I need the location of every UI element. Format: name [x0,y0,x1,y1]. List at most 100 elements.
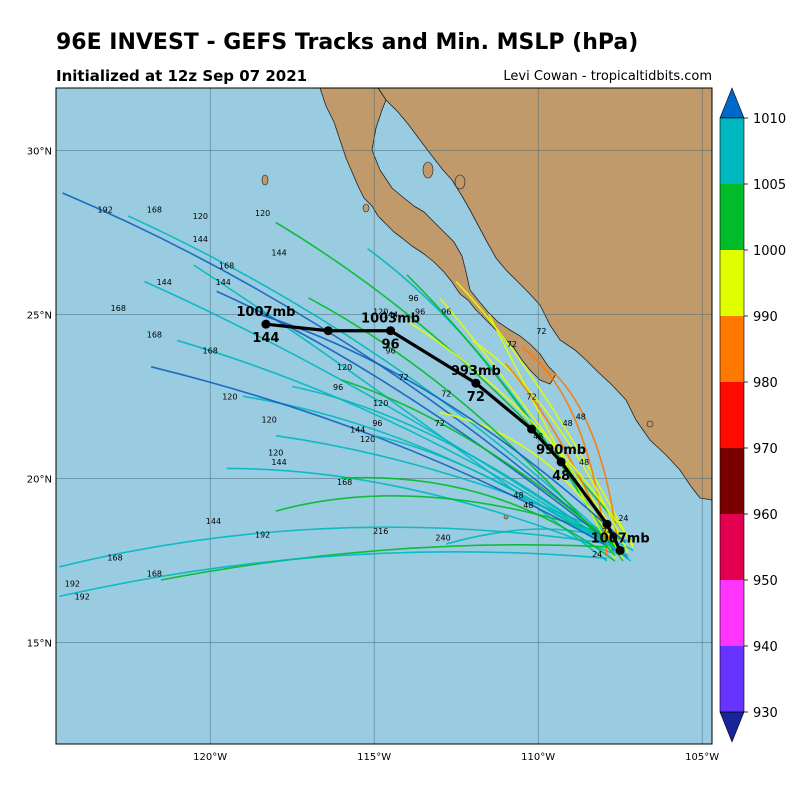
forecast-hour-label: 216 [373,527,388,536]
ensemble-member-track [488,313,616,559]
forecast-hour-label: 144 [350,425,365,434]
lon-tick-label: 115°W [357,752,391,763]
lon-tick-label: 110°W [521,752,555,763]
colorbar: 1010 1005 1000 990 980 970 960 950 940 930 [719,87,786,743]
forecast-hour-label: 24 [592,550,602,559]
forecast-hour-label: 192 [255,530,270,539]
credit-text: Levi Cowan - tropicaltidbits.com [503,69,712,84]
ensemble-member-track [59,551,608,598]
colorbar-tick-label: 970 [753,442,778,457]
colorbar-tick-label: 1010 [753,112,786,127]
lat-tick-label: 15°N [27,638,52,649]
mean-pressure-label: 1007mb [236,305,295,320]
mean-track-point [615,545,625,555]
colorbar-tick-label: 960 [753,508,778,523]
colorbar-tick-label: 1000 [753,244,786,259]
forecast-hour-label: 120 [262,416,277,425]
lat-tick-label: 25°N [27,310,52,321]
colorbar-segment [720,382,744,448]
ensemble-member-track [553,372,619,543]
colorbar-segment [720,514,744,580]
forecast-hour-label: 72 [435,419,445,428]
forecast-hour-label: 96 [441,307,451,316]
ensemble-member-track [144,280,629,557]
colorbar-segment [720,448,744,514]
mean-track-point [261,319,271,329]
ensemble-member-track [259,313,626,544]
forecast-hour-label: 168 [337,478,352,487]
ensemble-member-track [275,495,624,541]
mean-track-point [602,519,612,529]
forecast-hour-label: 96 [333,383,343,392]
mean-hour-label: 96 [382,338,400,353]
forecast-hour-label: 120 [193,212,208,221]
ensemble-member-track [127,215,619,549]
colorbar-segment [720,184,744,250]
forecast-hour-label: 144 [271,248,286,257]
forecast-hour-label: 144 [206,517,221,526]
forecast-hour-label: 96 [408,294,418,303]
colorbar-tick-label: 980 [753,376,778,391]
mean-pressure-label: 990mb [536,443,586,458]
forecast-hour-label: 24 [618,514,628,523]
lat-tick-label: 30°N [27,146,52,157]
ensemble-member-track [160,543,626,581]
colorbar-bottom-arrow [719,711,745,743]
forecast-hour-label: 48 [523,501,533,510]
forecast-hour-label: 168 [147,570,162,579]
chart-title: 96E INVEST - GEFS Tracks and Min. MSLP (… [56,30,639,55]
forecast-hour-label: 48 [576,412,586,421]
forecast-hour-label: 120 [373,399,388,408]
mean-track-point [323,326,333,336]
mean-pressure-label: 1003mb [361,312,420,327]
land-layer [261,88,712,520]
map-frame [55,87,713,745]
ensemble-member-track [439,411,624,559]
colorbar-top-arrow [719,87,745,119]
ensemble-member-track [291,385,632,562]
baja-peninsula [319,88,557,385]
forecast-hour-label: 192 [65,580,80,589]
forecast-hour-label: 48 [563,419,573,428]
forecast-hour-label: 120 [360,435,375,444]
colorbar-segment [720,580,744,646]
colorbar-segment [720,316,744,382]
mean-track-point [527,424,537,434]
forecast-hour-label: 144 [193,235,208,244]
mean-pressure-label: 993mb [451,364,501,379]
lon-tick-label: 105°W [685,752,719,763]
mean-track-point [471,378,481,388]
ensemble-member-track [226,467,613,554]
forecast-hour-label: 168 [147,330,162,339]
colorbar-tick-label: 1005 [753,178,786,193]
mean-hour-label: 48 [552,469,570,484]
mean-track-point [386,326,396,336]
colorbar-tick-label: 950 [753,574,778,589]
mean-track-point [556,457,566,467]
colorbar-tick-label: 940 [753,640,778,655]
init-time: Initialized at 12z Sep 07 2021 [56,67,308,85]
forecast-hour-label: 72 [507,340,517,349]
forecast-hour-label: 168 [107,553,122,562]
ensemble-member-track [406,320,634,546]
colorbar-tick-label: 930 [753,706,778,721]
ensemble-member-track [455,280,634,549]
colorbar-segment [720,250,744,316]
forecast-hour-label: 120 [373,307,388,316]
forecast-hour-label: 72 [527,393,537,402]
ensemble-member-track [308,297,616,557]
ensemble-member-track [275,434,631,544]
forecast-hour-label: 72 [536,327,546,336]
colorbar-segment [720,118,744,184]
forecast-hour-label: 192 [98,206,113,215]
forecast-hour-label: 144 [216,278,231,287]
forecast-hour-label: 120 [222,393,237,402]
ensemble-member-track [62,192,629,559]
axis-labels: 30°N 25°N 20°N 15°N 120°W 115°W 110°W 105°W [27,146,719,763]
lat-tick-label: 20°N [27,474,52,485]
colorbar-segment [720,646,744,712]
forecast-hour-label: 168 [111,304,126,313]
mean-hour-label: 72 [467,390,485,405]
forecast-hour-label: 48 [579,458,589,467]
